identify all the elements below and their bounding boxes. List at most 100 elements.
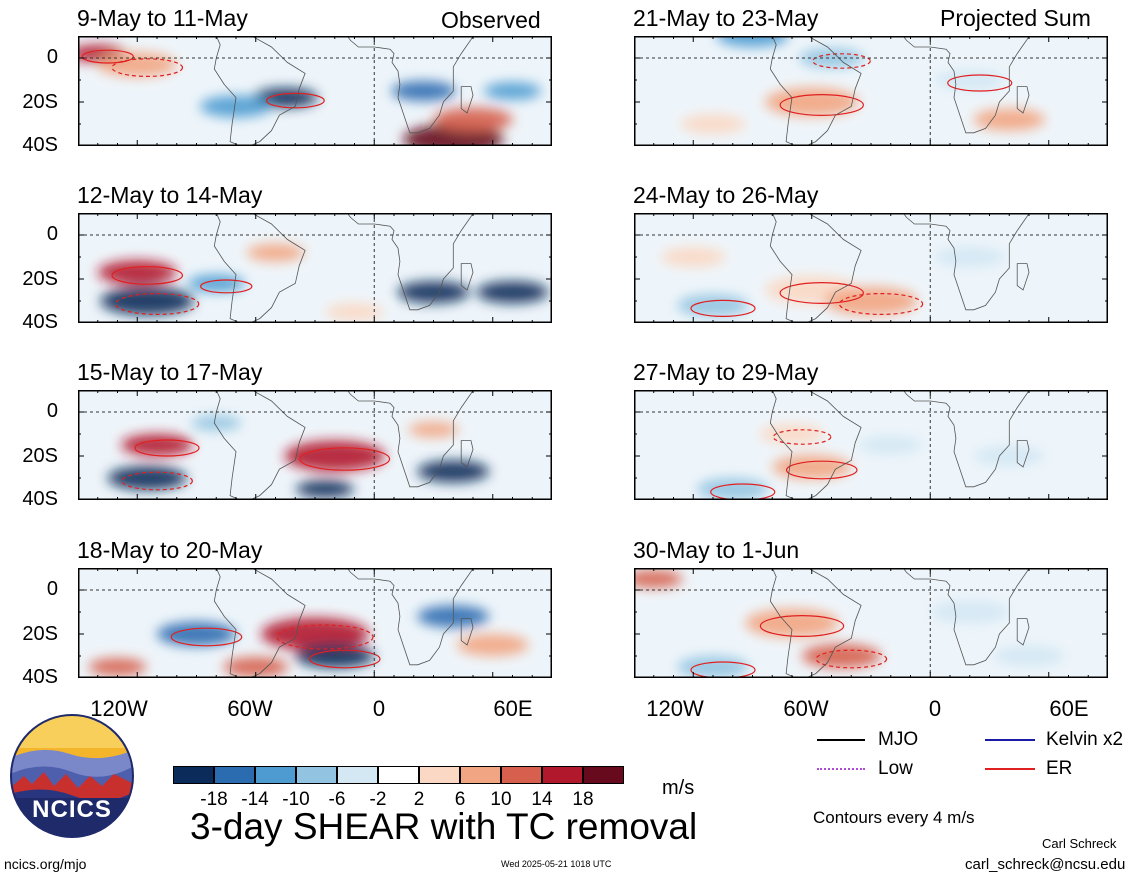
colorbar-swatch	[501, 766, 542, 784]
shear-anomaly-region	[799, 48, 864, 68]
shear-anomaly-region	[391, 81, 457, 101]
colorbar-tick-label: 10	[490, 789, 512, 810]
shear-anomaly-region	[107, 465, 187, 491]
lat-label-20s: 20S	[22, 623, 58, 645]
er-contour	[111, 58, 184, 77]
shear-map	[78, 36, 552, 146]
er-contour	[812, 53, 871, 69]
lat-label-0: 0	[46, 400, 58, 422]
panel-title-1: 9-May to 11-May	[77, 5, 248, 31]
er-contour	[690, 661, 756, 678]
figure-title: 3-day SHEAR with TC removal	[190, 806, 698, 847]
panel-title-7: 27-May to 29-May	[633, 359, 819, 385]
colorbar-tick-label: -2	[369, 789, 387, 810]
map-panel-1	[78, 36, 552, 146]
lon-label-0: 0	[928, 696, 942, 721]
colorbar-tick-label: -6	[328, 789, 346, 810]
colorbar-tick-label: 2	[413, 789, 425, 810]
lat-label-40s: 40S	[22, 488, 58, 510]
shear-anomaly-region	[677, 656, 749, 678]
er-contour	[779, 93, 864, 116]
colorbar-swatch	[255, 766, 296, 784]
er-contour	[779, 281, 864, 304]
er-contour	[134, 439, 200, 457]
website-link[interactable]: ncics.org/mjo	[4, 856, 87, 872]
colorbar-tick-label: -10	[282, 789, 310, 810]
map-panel-6	[634, 213, 1108, 323]
author-name: Carl Schreck	[1042, 836, 1117, 851]
panel-title-8: 30-May to 1-Jun	[633, 537, 800, 563]
lat-label-40s: 40S	[22, 311, 58, 333]
panel-title-6: 24-May to 26-May	[633, 182, 819, 208]
shear-anomaly-region	[100, 286, 194, 316]
shear-anomaly-region	[716, 36, 789, 47]
coastline	[902, 390, 1030, 488]
colorbar-swatch	[296, 766, 337, 784]
coastline	[769, 390, 862, 500]
er-contour	[308, 649, 381, 669]
colorbar-tick-label: 14	[531, 789, 553, 810]
colorbar-tick-label: 18	[572, 789, 594, 810]
coastline	[346, 390, 474, 488]
panel-tag-projected: Projected Sum	[940, 5, 1091, 31]
legend-line-er	[985, 768, 1035, 770]
lat-label-20s: 20S	[22, 268, 58, 290]
shear-anomaly-region	[933, 246, 1006, 268]
er-contour	[690, 299, 756, 318]
ncics-logo: NCICS	[10, 714, 134, 838]
colorbar-swatch	[173, 766, 214, 784]
colorbar-tick-label: 6	[454, 789, 466, 810]
coastline	[902, 213, 1030, 311]
shear-anomaly-region	[745, 608, 839, 638]
map-panel-5	[634, 36, 1108, 146]
coastline	[769, 213, 862, 323]
coastline	[1016, 86, 1030, 114]
map-panel-3	[78, 390, 552, 500]
panel-title-3: 15-May to 17-May	[77, 359, 263, 385]
shear-map	[634, 36, 1108, 146]
lon-label-60e: 60E	[493, 696, 533, 721]
colorbar-swatch	[542, 766, 583, 784]
colorbar-swatch	[583, 766, 624, 784]
lat-label-0: 0	[46, 578, 58, 600]
er-contour	[772, 429, 832, 445]
shear-map	[78, 568, 552, 678]
coastline	[769, 568, 862, 678]
panel-title-5: 21-May to 23-May	[633, 5, 819, 31]
shear-anomaly-region	[476, 281, 549, 304]
panel-title-2: 12-May to 14-May	[77, 182, 263, 208]
colorbar-swatch	[419, 766, 460, 784]
shear-anomaly-region	[801, 643, 881, 669]
legend-line-low	[817, 768, 865, 770]
shear-anomaly-region	[191, 415, 242, 431]
shear-map	[634, 568, 1108, 678]
er-contour	[759, 614, 845, 637]
er-contour	[111, 266, 184, 285]
coastline	[460, 618, 474, 646]
lon-label-120w: 120W	[646, 696, 704, 721]
shear-anomaly-region	[634, 570, 683, 588]
map-panel-4	[78, 568, 552, 678]
coastline	[213, 390, 306, 500]
shear-anomaly-region	[759, 424, 825, 444]
shear-anomaly-region	[973, 108, 1046, 131]
colorbar-swatch	[214, 766, 255, 784]
er-contour	[276, 624, 374, 650]
colorbar-swatch	[337, 766, 378, 784]
er-contour	[815, 649, 888, 669]
lon-label-60e: 60E	[1049, 696, 1089, 721]
lat-label-20s: 20S	[22, 445, 58, 467]
lon-label-60w: 60W	[783, 696, 829, 721]
shear-map	[78, 213, 552, 323]
lat-label-0: 0	[46, 223, 58, 245]
shear-anomaly-region	[397, 281, 470, 304]
coastline	[1016, 618, 1030, 646]
coastline	[1016, 263, 1030, 291]
shear-anomaly-region	[408, 421, 459, 438]
er-contour	[710, 483, 776, 500]
shear-anomaly-region	[858, 435, 924, 455]
lat-label-40s: 40S	[22, 666, 58, 688]
shear-map	[634, 390, 1108, 500]
shear-anomaly-region	[973, 445, 1046, 467]
coastline	[1016, 440, 1030, 468]
